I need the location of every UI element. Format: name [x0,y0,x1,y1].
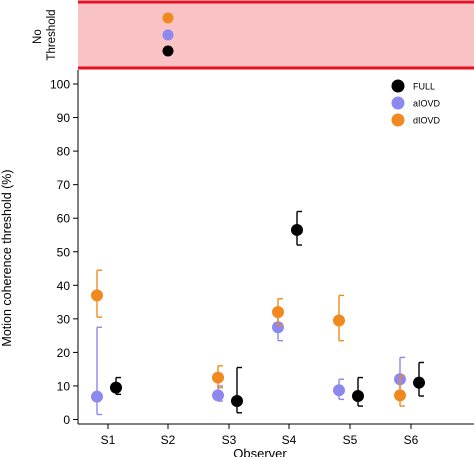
plot-area [91,210,425,416]
legend-marker-full [391,79,405,93]
series-full [110,210,425,414]
x-axis-label: Observer [233,446,287,457]
y-tick-label: 10 [57,379,71,393]
x-tick-label: S6 [404,433,419,447]
no-threshold-label-line-1: No [32,29,44,44]
no-threshold-label-line-2: Threshold [46,9,58,60]
legend-marker-diovd [391,113,405,127]
y-tick-label: 40 [57,279,71,293]
x-tick-label: S4 [282,433,297,447]
no-threshold-points [162,12,174,57]
data-point-full [291,223,303,236]
y-ticks: 0 10 20 30 40 50 60 70 80 90 100 [50,78,78,427]
y-tick-label: 0 [63,413,70,427]
data-point-aiovd [212,389,224,402]
x-tick-label: S5 [343,433,358,447]
data-point-aiovd [272,321,284,334]
data-point-aiovd [333,384,345,397]
data-point-diovd [272,306,284,319]
no-threshold-point-full [162,45,174,57]
y-tick-label: 30 [57,312,71,326]
no-threshold-label: No Threshold [32,9,58,60]
y-tick-label: 90 [57,111,71,125]
data-point-full [231,395,243,408]
data-point-diovd [91,289,103,302]
data-point-diovd [394,389,406,402]
no-threshold-point-diovd [162,12,174,24]
no-threshold-point-aiovd [162,29,174,41]
y-tick-label: 70 [57,178,71,192]
legend-label-diovd: dIOVD [413,116,441,126]
y-tick-label: 60 [57,212,71,226]
legend: FULL aIOVD dIOVD [391,79,441,127]
x-tick-label: S3 [222,433,237,447]
y-axis: 0 10 20 30 40 50 60 70 80 90 100 Motion coherence … [0,70,79,427]
y-tick-label: 50 [57,245,71,259]
data-point-full [352,390,364,403]
no-threshold-band [78,2,474,68]
legend-marker-aiovd [391,96,405,110]
series-diovd [91,269,406,407]
y-tick-label: 100 [50,78,70,92]
legend-label-aiovd: aIOVD [413,99,441,109]
data-point-full [413,376,425,389]
data-point-aiovd [91,390,103,403]
y-tick-label: 80 [57,145,71,159]
x-ticks: S1 S2 S3 S4 S5 S6 [101,424,419,447]
data-point-diovd [333,314,345,327]
legend-label-full: FULL [413,82,435,92]
y-tick-label: 20 [57,346,71,360]
data-point-diovd [212,371,224,384]
y-axis-label: Motion coherence threshold (%) [0,169,14,346]
data-point-full [110,381,122,394]
x-tick-label: S2 [161,433,176,447]
x-axis: S1 S2 S3 S4 S5 S6 Observer [78,423,474,457]
no-threshold-panel: No Threshold [32,0,474,70]
x-tick-label: S1 [101,433,116,447]
